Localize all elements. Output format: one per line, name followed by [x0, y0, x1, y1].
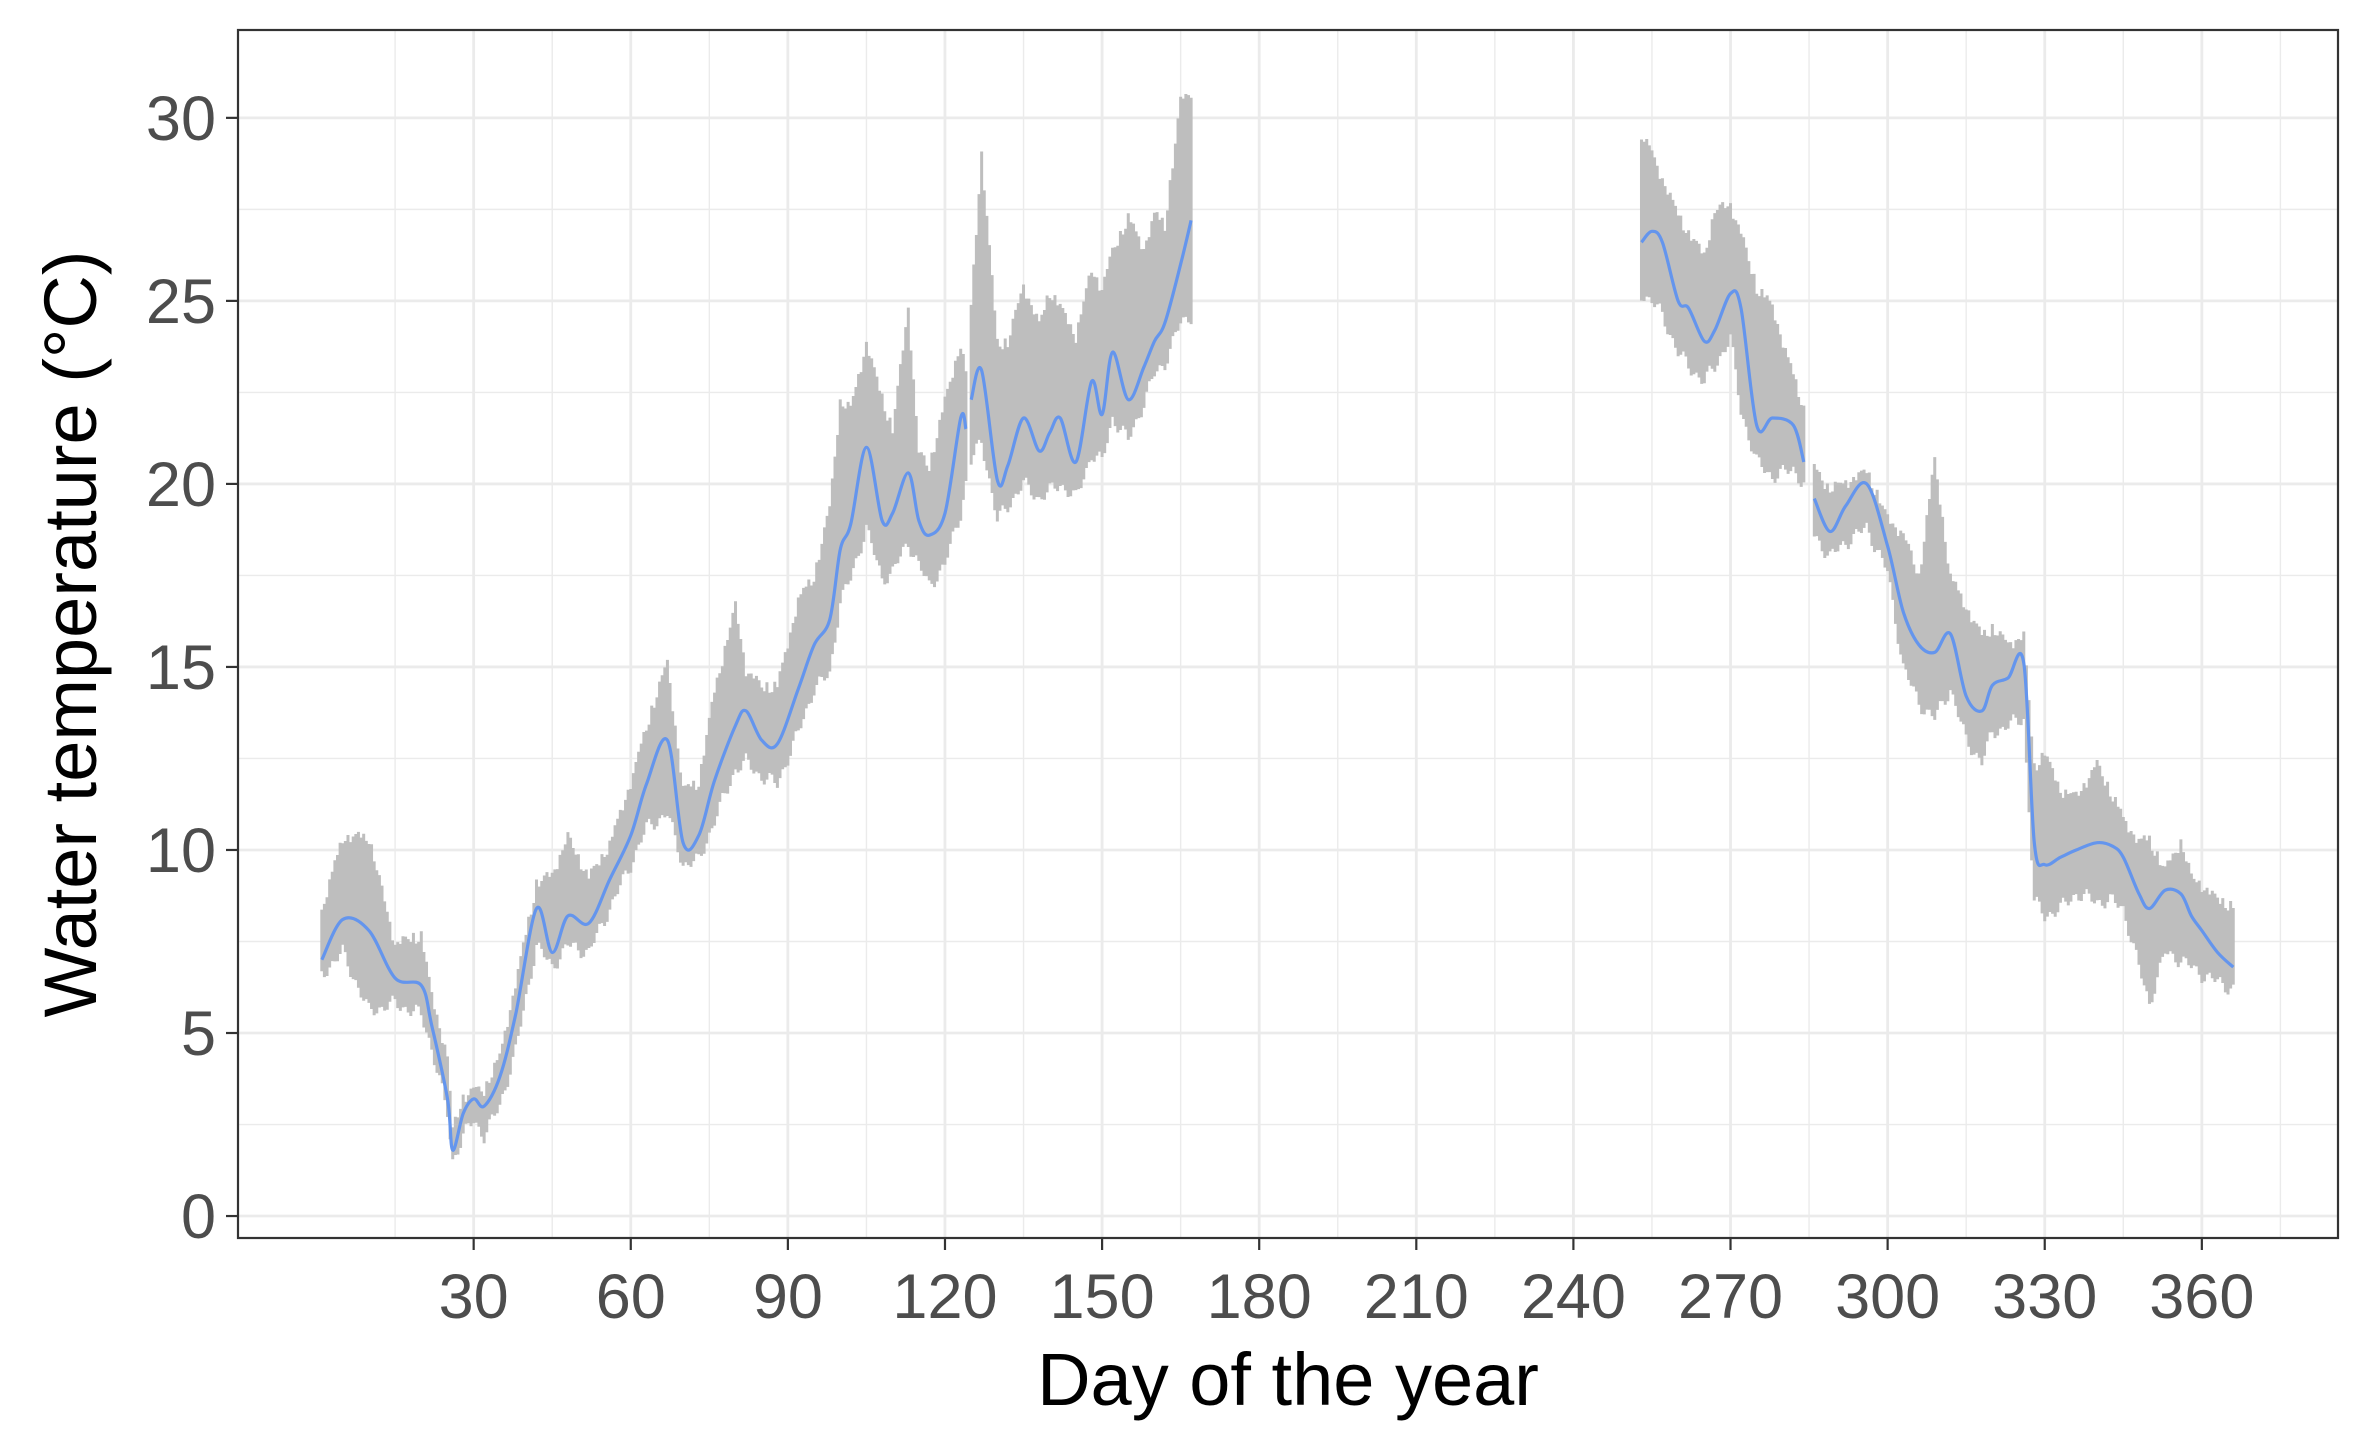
x-tick-label: 120 — [892, 1262, 997, 1332]
x-tick-label: 240 — [1521, 1262, 1626, 1332]
x-tick-label: 180 — [1207, 1262, 1312, 1332]
y-tick-label: 10 — [146, 816, 216, 886]
y-tick-label: 15 — [146, 633, 216, 703]
x-tick-label: 210 — [1364, 1262, 1469, 1332]
y-tick-label: 30 — [146, 84, 216, 154]
y-axis-title: Water temperature (°C) — [29, 250, 112, 1017]
mean-line-layer — [320, 220, 2235, 1152]
y-tick-label: 25 — [146, 267, 216, 337]
y-tick-label: 20 — [146, 450, 216, 520]
panel-border — [236, 28, 2340, 1240]
mean-line-segment — [1812, 480, 2235, 969]
mean-line-segment — [1640, 229, 1806, 463]
x-axis-title: Day of the year — [1037, 1338, 1539, 1421]
mean-line-segment — [320, 411, 968, 1152]
x-tick-label: 330 — [1992, 1262, 2097, 1332]
y-tick-label: 0 — [181, 1182, 216, 1252]
x-tick-label: 30 — [439, 1262, 509, 1332]
mean-line-segment — [969, 220, 1193, 488]
range-bars-layer — [320, 93, 2235, 1160]
x-tick-label: 150 — [1050, 1262, 1155, 1332]
y-tick-label: 5 — [181, 999, 216, 1069]
axis-ticks-layer: 30 60 90 120 150 180 210 240 270 300 330 360 0 5 10 15 2… — [146, 84, 2254, 1332]
x-tick-label: 90 — [753, 1262, 823, 1332]
x-tick-label: 300 — [1835, 1262, 1940, 1332]
x-tick-label: 60 — [596, 1262, 666, 1332]
x-tick-label: 270 — [1678, 1262, 1783, 1332]
x-tick-label: 360 — [2149, 1262, 2254, 1332]
